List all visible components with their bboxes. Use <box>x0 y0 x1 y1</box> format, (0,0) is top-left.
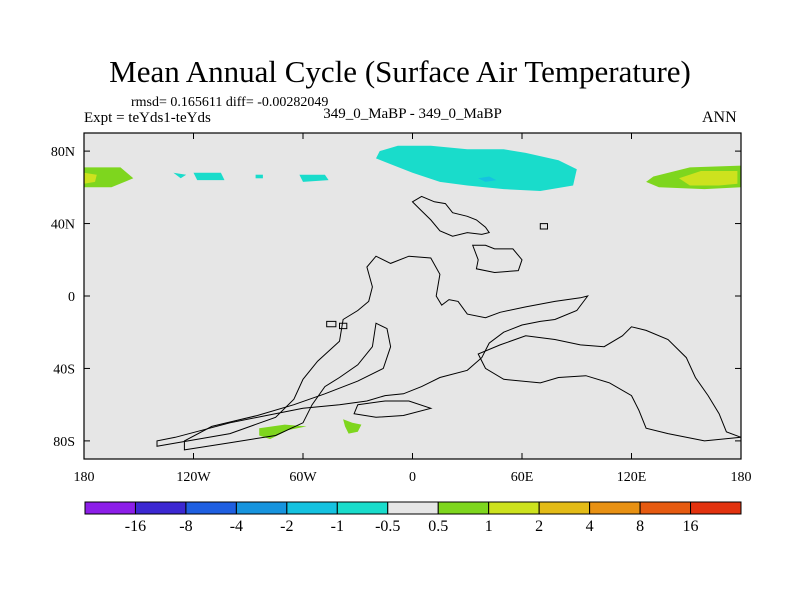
x-tick-label: 120E <box>617 470 647 485</box>
axis-ticks: 180 120W 60W 0 60E 120E 180 80N 40N 0 40S 80S <box>51 133 752 485</box>
x-tick-label: 180 <box>74 470 95 485</box>
region-arctic-anomaly-strip-1 <box>193 172 225 181</box>
colorbar-label: 16 <box>683 518 699 535</box>
chart-title: Mean Annual Cycle (Surface Air Temperatu… <box>109 54 691 89</box>
colorbar: -16 -8 -4 -2 -1 -0.5 0.5 1 2 4 8 16 <box>84 501 742 535</box>
colorbar-label: -8 <box>179 518 192 535</box>
y-tick-label: 40S <box>53 362 75 377</box>
x-tick-label: 60E <box>511 470 534 485</box>
x-tick-label: 0 <box>409 470 416 485</box>
coast-gondwana <box>156 255 589 447</box>
colorbar-swatch <box>84 501 136 515</box>
coast-south-east <box>477 326 742 442</box>
colorbar-swatch <box>134 501 187 515</box>
region-arctic-anomaly-pacific-east-core <box>679 171 738 186</box>
experiment-label: Expt = teYds1-teYds <box>84 110 211 126</box>
colorbar-swatch <box>589 501 641 515</box>
colorbar-label: -1 <box>331 518 344 535</box>
coast-island-north <box>411 195 491 237</box>
colorbar-swatch <box>286 501 338 515</box>
colorbar-label: -2 <box>280 518 293 535</box>
colorbar-label: 1 <box>485 518 493 535</box>
y-tick-label: 0 <box>68 290 75 305</box>
region-arctic-anomaly-pacific-west-core <box>84 172 97 184</box>
y-tick-label: 40N <box>51 218 75 233</box>
colorbar-label: -4 <box>230 518 243 535</box>
coast-gondwana-south <box>353 400 433 418</box>
colorbar-swatch <box>235 501 288 515</box>
coast-island-ne <box>471 244 523 274</box>
colorbar-swatch <box>690 501 742 515</box>
case-label: 349_0_MaBP - 349_0_MaBP <box>323 106 502 122</box>
region-arctic-anomaly-atlantic <box>376 145 577 191</box>
colorbar-label: -0.5 <box>375 518 400 535</box>
x-tick-label: 60W <box>289 470 317 485</box>
colorbar-label: 2 <box>535 518 543 535</box>
season-label: ANN <box>702 109 737 126</box>
colorbar-label: 4 <box>586 518 594 535</box>
colorbar-swatch <box>437 501 490 515</box>
y-tick-label: 80N <box>51 145 75 160</box>
region-arctic-anomaly-siberia <box>299 174 329 182</box>
region-antarctic-anomaly-east <box>343 419 362 434</box>
coast-island-small <box>539 223 548 230</box>
colorbar-swatch <box>488 501 540 515</box>
coast-tiny-2 <box>326 320 337 328</box>
x-tick-label: 180 <box>731 470 752 485</box>
region-arctic-anomaly-atlantic-core <box>478 176 497 182</box>
plot-background <box>84 133 741 459</box>
coast-tiny-1 <box>339 322 348 330</box>
region-arctic-anomaly-strip-3 <box>173 172 187 179</box>
y-tick-label: 80S <box>53 435 75 450</box>
colorbar-swatch <box>336 501 389 515</box>
colorbar-swatch <box>387 501 439 515</box>
stats-label: rmsd= 0.165611 diff= -0.00282049 <box>131 95 329 110</box>
region-arctic-anomaly-strip-2 <box>255 174 263 179</box>
coast-gondwana-inner <box>183 322 392 451</box>
region-arctic-anomaly-pacific-west <box>84 167 134 188</box>
colorbar-swatch <box>639 501 692 515</box>
colorbar-label: 8 <box>636 518 644 535</box>
colorbar-swatch <box>185 501 237 515</box>
x-tick-label: 120W <box>176 470 211 485</box>
coastlines <box>156 195 742 451</box>
colorbar-label: 0.5 <box>428 518 448 535</box>
colorbar-swatch <box>538 501 591 515</box>
colorbar-label: -16 <box>125 518 146 535</box>
